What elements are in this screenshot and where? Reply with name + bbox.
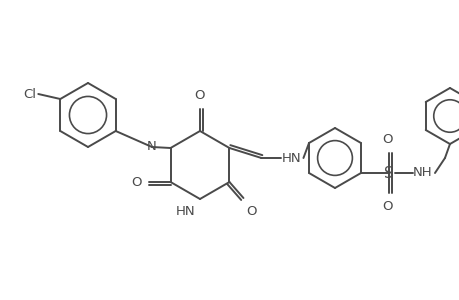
Text: O: O — [382, 200, 392, 213]
Text: O: O — [382, 133, 392, 146]
Text: O: O — [131, 176, 141, 188]
Text: N: N — [147, 140, 157, 154]
Text: HN: HN — [175, 205, 195, 218]
Text: O: O — [246, 205, 257, 218]
Text: Cl: Cl — [23, 88, 36, 100]
Text: NH: NH — [412, 167, 432, 179]
Text: S: S — [383, 166, 393, 181]
Text: O: O — [194, 89, 205, 102]
Text: HN: HN — [281, 152, 301, 164]
